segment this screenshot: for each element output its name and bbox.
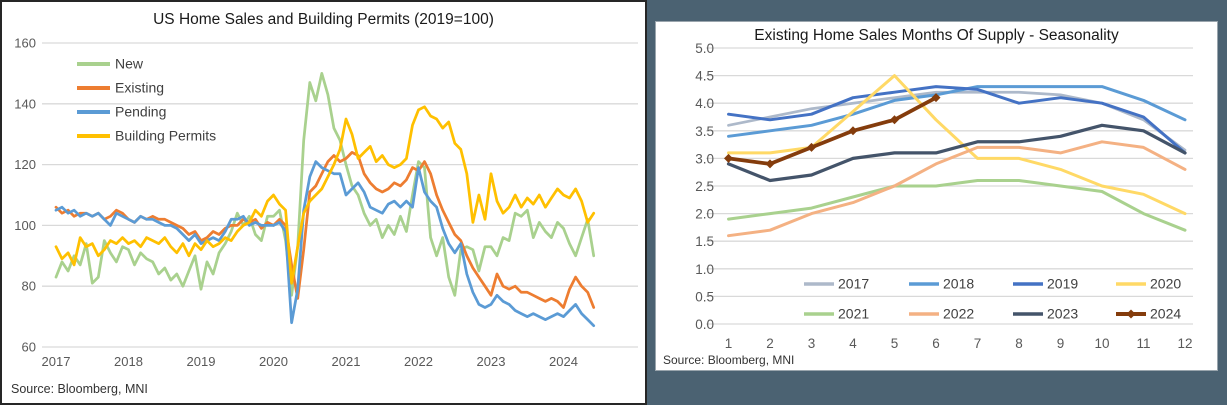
legend-label: Building Permits xyxy=(115,128,216,144)
series-line-existing xyxy=(54,151,596,309)
diamond-marker xyxy=(807,142,816,152)
right-chart-panel: 5.0 4.5 4.0 3.5 3.0 2.5 2.0 1.5 1.0 0.5 0.0 1 2 3 4 5 6 7… xyxy=(655,21,1218,371)
y-tick-label: 80 xyxy=(22,279,36,294)
y-tick-label: 0.0 xyxy=(695,317,714,332)
x-tick-label: 2022 xyxy=(404,354,433,369)
series-line-building-permits xyxy=(54,105,596,285)
series-line-pending xyxy=(54,160,596,328)
x-tick-label: 1 xyxy=(725,336,733,351)
x-tick-label: 5 xyxy=(891,336,899,351)
legend-label: 2023 xyxy=(1047,306,1078,322)
x-tick-label: 2023 xyxy=(477,354,506,369)
legend-label: 2022 xyxy=(943,306,974,322)
y-tick-label: 3.5 xyxy=(695,124,714,139)
series-line-2024 xyxy=(726,95,938,166)
legend-label: 2019 xyxy=(1047,276,1078,292)
diamond-marker xyxy=(765,159,775,169)
diamond-marker xyxy=(724,153,733,163)
legend-label: Existing xyxy=(115,80,164,96)
legend-label: 2017 xyxy=(838,276,869,292)
series-line-2022 xyxy=(727,140,1187,238)
x-tick-label: 11 xyxy=(1136,336,1150,351)
y-tick-label: 0.5 xyxy=(695,289,714,304)
legend-label: 2018 xyxy=(943,276,974,292)
x-tick-label: 7 xyxy=(974,336,982,351)
legend-label: 2021 xyxy=(838,306,869,322)
x-tick-label: 2 xyxy=(766,336,774,351)
y-tick-label: 1.0 xyxy=(695,262,714,277)
series-line-2019 xyxy=(727,85,1187,155)
series-line-2021 xyxy=(727,179,1187,232)
y-tick-label: 160 xyxy=(14,36,36,51)
y-tick-label: 140 xyxy=(14,96,36,111)
series-line-new xyxy=(54,72,596,297)
y-tick-label: 60 xyxy=(22,340,36,355)
y-tick-label: 120 xyxy=(14,157,36,172)
x-tick-label: 12 xyxy=(1177,336,1192,351)
y-tick-label: 100 xyxy=(14,218,36,233)
legend-label: New xyxy=(115,56,144,72)
left-chart-panel: 160 140 120 100 80 60 2017 2018 2019 2020 2021 2022… xyxy=(0,0,647,405)
y-tick-label: 1.5 xyxy=(695,234,714,249)
x-tick-label: 2019 xyxy=(187,354,216,369)
series-line-2017 xyxy=(727,90,1187,152)
x-tick-label: 8 xyxy=(1015,336,1023,351)
left-chart-title: US Home Sales and Building Permits (2019… xyxy=(153,11,494,28)
x-tick-label: 6 xyxy=(932,336,940,351)
series-line-2018 xyxy=(727,85,1187,138)
x-tick-label: 10 xyxy=(1094,336,1109,351)
y-tick-label: 4.0 xyxy=(695,96,714,111)
left-source-note: Source: Bloomberg, MNI xyxy=(11,382,148,396)
right-source-note: Source: Bloomberg, MNI xyxy=(663,353,795,367)
x-tick-label: 2020 xyxy=(259,354,288,369)
legend-label: 2020 xyxy=(1150,276,1181,292)
x-tick-label: 2021 xyxy=(332,354,361,369)
x-tick-label: 4 xyxy=(849,336,857,351)
x-tick-label: 2024 xyxy=(549,354,578,369)
diamond-marker xyxy=(848,126,858,136)
x-tick-label: 2017 xyxy=(42,354,71,369)
right-chart-title: Existing Home Sales Months Of Supply - S… xyxy=(754,27,1119,44)
legend-label: Pending xyxy=(115,104,166,120)
x-tick-label: 3 xyxy=(808,336,816,351)
y-tick-label: 3.0 xyxy=(695,151,714,166)
y-tick-label: 2.0 xyxy=(695,207,714,222)
diamond-marker xyxy=(931,93,941,103)
y-tick-label: 5.0 xyxy=(695,41,714,56)
y-tick-label: 4.5 xyxy=(695,69,714,84)
diamond-marker xyxy=(890,115,899,125)
months-of-supply-line-chart: 5.04.54.03.53.02.52.01.51.00.50.01 2 3 4 5 6 7… xyxy=(695,41,1193,351)
x-tick-label: 9 xyxy=(1057,336,1065,351)
legend-label: 2024 xyxy=(1150,306,1181,322)
series-line-2023 xyxy=(726,123,1187,183)
x-tick-label: 2018 xyxy=(114,354,143,369)
y-tick-label: 2.5 xyxy=(695,179,714,194)
home-sales-line-chart: 160 140 120 100 80 60 2017 2018 2019 2020 2021 2022… xyxy=(14,36,638,369)
diamond-marker xyxy=(1126,309,1136,319)
